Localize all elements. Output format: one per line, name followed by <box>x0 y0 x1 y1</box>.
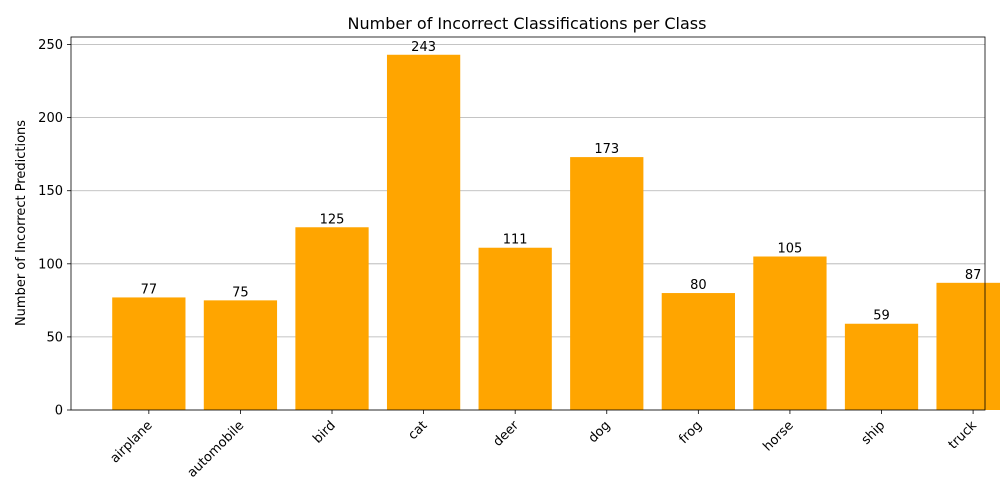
bar <box>570 157 644 410</box>
axes-frame <box>70 36 986 411</box>
x-tick-label: cat <box>406 418 431 443</box>
y-tick-label: 250 <box>38 38 63 53</box>
x-tick-label: dog <box>586 418 614 446</box>
x-tick-label: deer <box>490 418 522 450</box>
y-tick-label: 0 <box>55 404 63 419</box>
bar <box>295 227 369 410</box>
x-tick-label: ship <box>859 418 889 448</box>
bar <box>661 293 735 410</box>
data-label: 59 <box>873 309 890 324</box>
data-label: 105 <box>778 242 803 257</box>
y-ticks: 0 50 100 150 200 250 <box>38 38 71 419</box>
chart-title: Number of Incorrect Classifications per … <box>348 14 707 33</box>
y-tick-label: 50 <box>46 330 63 345</box>
x-tick-label: automobile <box>185 418 247 480</box>
x-ticks: airplane automobile bird cat deer dog frog hors… <box>108 410 981 481</box>
x-tick-label: frog <box>676 418 705 447</box>
bar <box>753 256 827 410</box>
bar <box>386 54 461 411</box>
data-labels: 77 75 125 243 111 173 80 105 59 87 <box>141 40 982 324</box>
bar <box>478 247 552 410</box>
bar <box>844 323 919 410</box>
bar <box>936 282 1000 410</box>
x-tick-label: horse <box>760 418 796 454</box>
y-tick-label: 150 <box>38 184 63 199</box>
x-tick-label: airplane <box>108 418 156 466</box>
axes <box>70 36 986 411</box>
bar <box>112 297 186 410</box>
data-label: 125 <box>320 212 345 227</box>
bar <box>203 300 278 410</box>
data-label: 87 <box>965 268 982 283</box>
bars <box>112 54 1000 411</box>
y-tick-label: 200 <box>38 111 63 126</box>
data-label: 243 <box>411 40 436 55</box>
data-label: 80 <box>690 278 707 293</box>
data-label: 75 <box>232 285 249 300</box>
data-label: 77 <box>141 282 158 297</box>
x-tick-label: bird <box>310 418 338 446</box>
y-tick-label: 100 <box>38 257 63 272</box>
data-label: 111 <box>503 233 528 248</box>
y-axis-label: Number of Incorrect Predictions <box>14 120 29 326</box>
data-label: 173 <box>594 142 619 157</box>
x-tick-label: truck <box>946 418 981 453</box>
